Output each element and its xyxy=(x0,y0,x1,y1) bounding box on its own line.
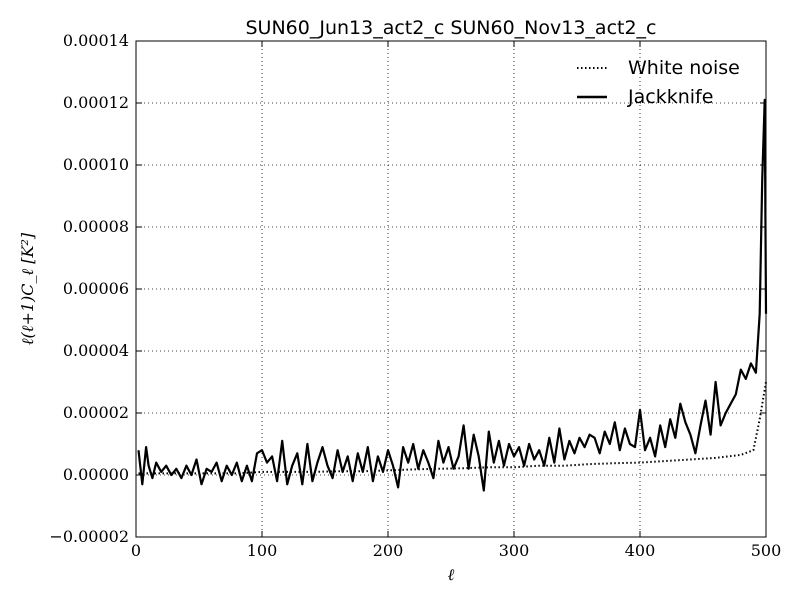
x-tick-label: 100 xyxy=(247,541,278,560)
jackknife-line xyxy=(137,98,768,492)
x-tick-label: 500 xyxy=(751,541,782,560)
y-tick-label: 0.00012 xyxy=(63,93,129,112)
y-tick-label: 0.00014 xyxy=(63,31,129,50)
y-tick-label: 0.00002 xyxy=(63,403,129,422)
chart-title: SUN60_Jun13_act2_c SUN60_Nov13_act2_c xyxy=(245,17,656,39)
legend: White noise Jackknife xyxy=(577,57,740,108)
y-axis-label: ℓ(ℓ+1)C_ℓ [K²] xyxy=(18,232,37,345)
x-tick-label: 300 xyxy=(499,541,530,560)
grid xyxy=(136,41,766,537)
legend-label: White noise xyxy=(628,57,740,79)
x-tick-label: 200 xyxy=(373,541,404,560)
y-tick-label: 0.00006 xyxy=(63,279,129,298)
y-tick-label: 0.00000 xyxy=(63,465,129,484)
x-axis-label: ℓ xyxy=(448,565,455,584)
y-tick-label: 0.00010 xyxy=(63,155,129,174)
ticks: 0 100 200 300 400 500 −0.00002 0.00000 0.00002 0.… xyxy=(49,31,781,560)
plot-area xyxy=(137,98,768,492)
x-tick-label: 400 xyxy=(625,541,656,560)
legend-label: Jackknife xyxy=(627,86,713,108)
y-tick-label: 0.00004 xyxy=(63,341,129,360)
y-tick-label: 0.00008 xyxy=(63,217,129,236)
y-tick-label: −0.00002 xyxy=(49,527,129,546)
x-tick-label: 0 xyxy=(131,541,141,560)
